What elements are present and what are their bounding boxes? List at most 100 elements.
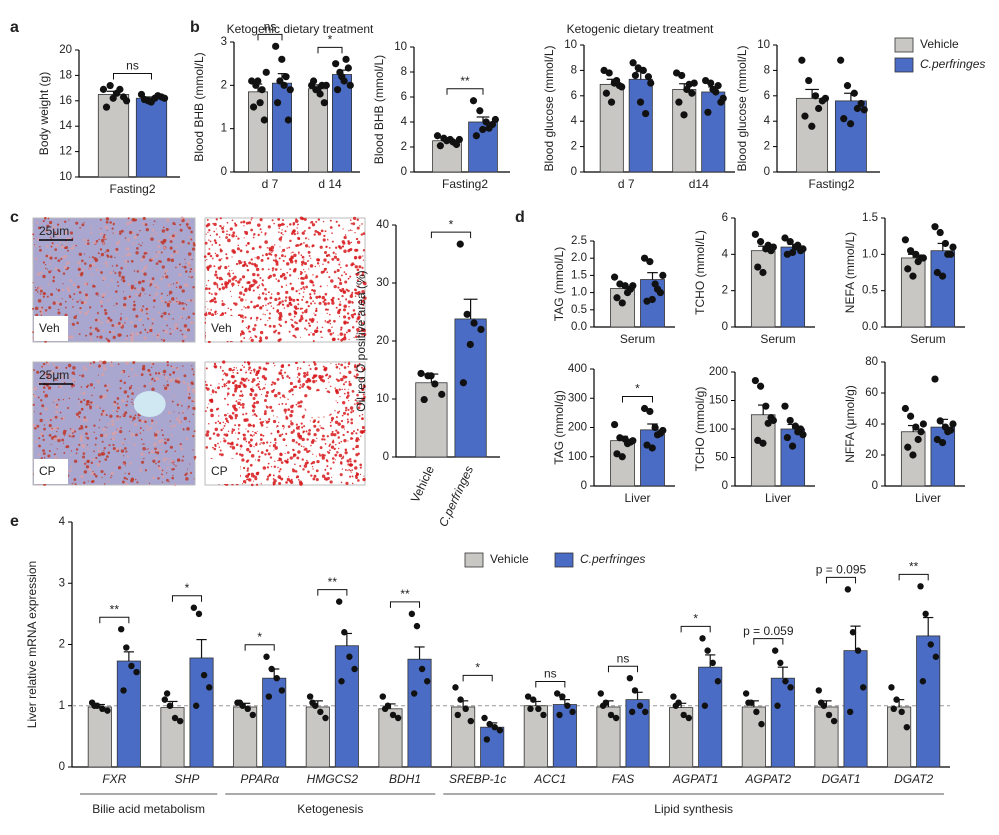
stain-spot (245, 460, 249, 463)
x-tick-label: d 14 (318, 177, 342, 191)
stain-spot (117, 285, 120, 287)
stain-spot (246, 447, 250, 452)
stain-spot (347, 329, 351, 333)
stain-spot (57, 308, 60, 311)
stain-spot (175, 250, 179, 254)
stain-spot (265, 394, 269, 398)
stain-spot (102, 365, 106, 368)
stain-spot (299, 243, 302, 246)
stain-spot (208, 292, 211, 295)
stain-spot (305, 328, 308, 331)
stain-spot (277, 459, 279, 462)
stain-spot (206, 407, 209, 409)
stain-spot (249, 392, 253, 397)
stain-spot (320, 229, 324, 233)
stain-spot (185, 477, 189, 481)
stain-spot (170, 466, 172, 468)
x-tick-label: AGPAT1 (672, 772, 719, 786)
stain-spot (269, 405, 273, 409)
stain-spot (116, 231, 118, 233)
stain-spot (75, 448, 79, 451)
stain-spot (156, 232, 158, 234)
stain-spot (185, 262, 187, 264)
stain-spot (289, 413, 293, 418)
stain-spot (49, 256, 53, 260)
stain-spot (221, 385, 224, 388)
stain-spot (80, 407, 84, 411)
stain-spot (285, 416, 289, 420)
data-point (642, 708, 649, 716)
stain-spot (258, 455, 261, 458)
stain-spot (126, 238, 131, 242)
stain-spot (354, 403, 356, 405)
stain-spot (270, 253, 273, 256)
stain-spot (288, 246, 291, 249)
stain-spot (260, 483, 262, 485)
stain-spot (240, 377, 245, 381)
stain-spot (338, 263, 341, 266)
stain-spot (294, 463, 296, 466)
y-tick-label: 0 (764, 166, 770, 178)
stain-spot (138, 419, 142, 422)
stain-spot (213, 300, 217, 304)
data-point (904, 443, 912, 451)
stain-spot (77, 398, 80, 400)
data-point (781, 402, 789, 410)
stain-spot (110, 223, 112, 226)
stain-spot (88, 427, 90, 429)
stain-spot (260, 258, 264, 262)
stain-spot (182, 371, 185, 373)
y-tick-label: 8 (571, 64, 577, 76)
stain-spot (119, 232, 122, 235)
data-point (781, 234, 789, 242)
stain-spot (63, 254, 67, 259)
stain-spot (151, 419, 154, 422)
stain-spot (269, 302, 271, 304)
stain-spot (241, 264, 245, 268)
stain-spot (312, 274, 314, 276)
stain-spot (321, 453, 325, 457)
stain-spot (164, 386, 168, 390)
stain-spot (49, 222, 52, 225)
y-tick-label: 0.0 (571, 321, 587, 333)
stain-spot (252, 327, 256, 332)
stain-spot (175, 417, 180, 421)
stain-spot (253, 434, 255, 436)
stain-spot (164, 438, 166, 440)
stain-spot (242, 466, 246, 470)
stain-spot (211, 313, 215, 317)
stain-spot (186, 328, 190, 332)
stain-spot (193, 401, 195, 403)
stain-spot (166, 360, 169, 364)
stain-spot (114, 290, 118, 293)
panel-letter: e (10, 513, 19, 530)
stain-spot (237, 423, 241, 427)
stain-spot (174, 246, 177, 249)
stain-spot (259, 418, 262, 421)
stain-spot (54, 378, 57, 381)
stain-spot (117, 457, 119, 459)
stain-spot (177, 318, 180, 321)
stain-spot (151, 317, 155, 321)
stain-spot (100, 227, 102, 230)
stain-spot (99, 419, 101, 421)
stain-spot (148, 294, 151, 297)
stain-spot (53, 231, 56, 234)
stain-spot (225, 417, 228, 421)
stain-spot (235, 235, 238, 238)
y-tick-label: 3 (59, 577, 65, 589)
stain-spot (353, 216, 357, 220)
stain-spot (218, 276, 223, 281)
panel-letter: a (10, 19, 19, 36)
data-point (788, 248, 797, 257)
data-point (613, 294, 621, 302)
stain-spot (119, 430, 123, 434)
stain-spot (316, 437, 318, 439)
stain-spot (152, 476, 156, 480)
stain-spot (327, 261, 330, 264)
stain-spot (362, 296, 365, 299)
stain-spot (106, 290, 108, 293)
stain-spot (179, 223, 182, 226)
stain-spot (356, 402, 360, 405)
stain-spot (98, 274, 100, 276)
